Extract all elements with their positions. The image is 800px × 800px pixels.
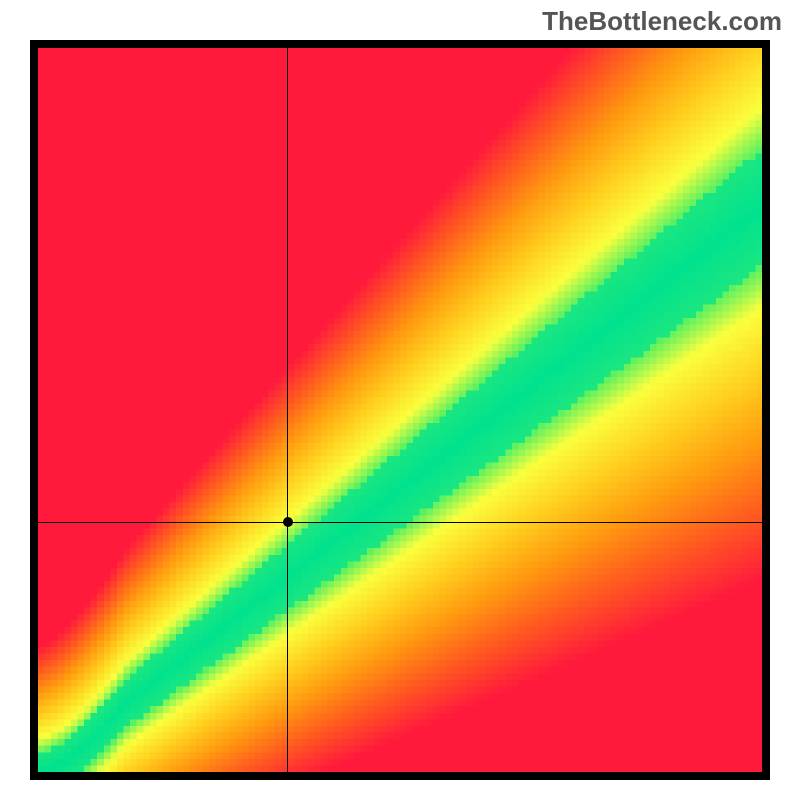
plot-frame [30, 40, 770, 780]
chart-container: TheBottleneck.com [0, 0, 800, 800]
bottleneck-heatmap [38, 48, 762, 772]
watermark-text: TheBottleneck.com [542, 6, 782, 37]
